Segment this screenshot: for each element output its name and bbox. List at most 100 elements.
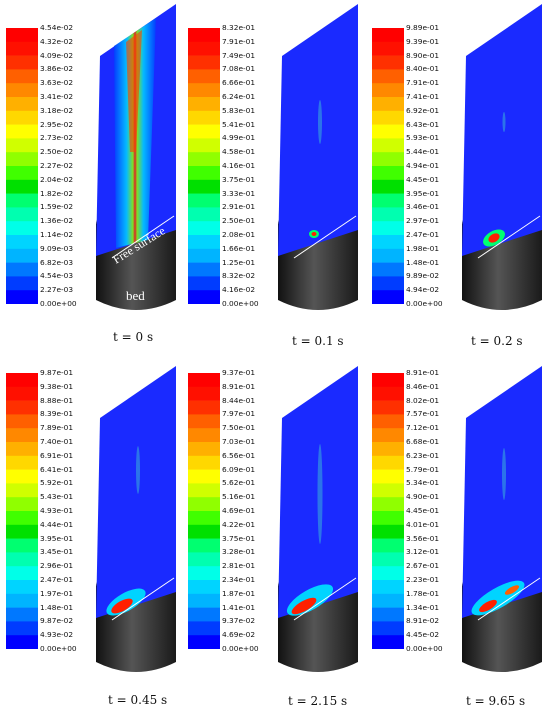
colorbar-tick-label: 4.32e-02	[40, 36, 74, 46]
colorbar-tick-label: 1.78e-01	[406, 588, 440, 598]
colorbar-tick-label: 3.63e-02	[40, 78, 74, 88]
colorbar-swatch	[188, 207, 220, 222]
colorbar-tick-label: 1.66e-01	[222, 243, 256, 253]
colorbar-swatch	[6, 83, 38, 98]
colorbar-swatch	[6, 110, 38, 125]
colorbar-tick-label: 8.91e-01	[222, 381, 256, 391]
colorbar-tick-label: 7.12e-01	[406, 423, 440, 433]
colorbar-tick-label: 2.27e-02	[40, 161, 74, 170]
colorbar-tick-label: 3.46e-01	[406, 202, 440, 212]
colorbar-tick-label: 2.96e-01	[40, 561, 74, 571]
colorbar-swatch	[6, 455, 38, 470]
colorbar-tick-label: 4.58e-01	[222, 147, 256, 157]
colorbar-swatch	[372, 552, 404, 567]
colorbar-labels: 8.32e-01 7.91e-01 7.49e-01 7.08e-01 6.66e-01…	[222, 24, 292, 310]
colorbar-swatch	[6, 373, 38, 388]
colorbar-tick-label: 1.97e-01	[40, 588, 74, 598]
colorbar-swatch	[372, 276, 404, 291]
colorbar-swatch	[6, 41, 38, 56]
colorbar-tick-label: 3.95e-01	[406, 188, 440, 198]
colorbar-tick-label: 7.03e-01	[222, 437, 256, 446]
colorbar-tick-label: 6.68e-01	[406, 437, 440, 446]
colorbar-swatch	[372, 152, 404, 167]
colorbar-tick-label: 6.09e-01	[222, 464, 256, 474]
colorbar-tick-label: 6.82e-03	[40, 257, 74, 267]
colorbar-tick-label: 8.44e-01	[222, 395, 256, 405]
colorbar-swatch	[372, 55, 404, 70]
colorbar-tick-label: 1.87e-01	[222, 588, 256, 598]
colorbar-swatch	[372, 386, 404, 401]
colorbar-labels: 9.89e-01 9.39e-01 8.90e-01 8.40e-01 7.91e-01…	[406, 24, 476, 310]
colorbar-tick-label: 2.81e-01	[222, 561, 256, 571]
colorbar-swatch	[188, 524, 220, 539]
colorbar-tick-label: 4.69e-02	[222, 630, 256, 640]
colorbar-swatch	[188, 124, 220, 139]
colorbar-tick-label: 0.00e+00	[222, 644, 259, 653]
colorbar-swatch	[6, 483, 38, 498]
colorbar-tick-label: 4.16e-01	[222, 161, 256, 170]
colorbar-swatch	[188, 110, 220, 125]
colorbar-tick-label: 9.89e-02	[406, 271, 440, 281]
time-label-4: t = 2.15 s	[288, 694, 348, 708]
colorbar-tick-label: 8.02e-01	[406, 395, 440, 405]
colorbar-labels: 9.87e-01 9.38e-01 8.88e-01 8.39e-01 7.89e-01…	[40, 369, 110, 655]
colorbar-tick-label: 1.25e-01	[222, 257, 256, 267]
colorbar-tick-label: 2.95e-02	[40, 119, 74, 129]
colorbar-tick-label: 7.08e-01	[222, 64, 256, 74]
colorbar-swatch	[188, 55, 220, 70]
colorbar-swatch	[188, 69, 220, 84]
colorbar-tick-label: 2.67e-01	[406, 561, 440, 571]
colorbar-swatch	[6, 400, 38, 415]
contour-panel-2: 9.89e-01 9.39e-01 8.90e-01 8.40e-01 7.91e-01…	[366, 0, 546, 340]
colorbar-tick-label: 4.01e-01	[406, 519, 440, 529]
colorbar-swatch	[188, 166, 220, 181]
colorbar-swatch	[188, 593, 220, 608]
colorbar	[188, 373, 220, 649]
colorbar-swatch	[372, 235, 404, 250]
colorbar-swatch	[6, 262, 38, 277]
colorbar-tick-label: 4.44e-01	[40, 519, 74, 529]
colorbar-swatch	[188, 193, 220, 208]
colorbar-tick-label: 7.41e-01	[406, 92, 440, 101]
colorbar-tick-label: 3.18e-02	[40, 105, 74, 115]
colorbar-swatch	[6, 193, 38, 208]
time-label-3: t = 0.45 s	[108, 693, 168, 707]
scene-5	[462, 366, 542, 672]
colorbar-swatch	[372, 524, 404, 539]
colorbar-swatch	[6, 635, 38, 649]
colorbar-swatch	[372, 428, 404, 443]
colorbar-labels: 9.37e-01 8.91e-01 8.44e-01 7.97e-01 7.50e-01…	[222, 369, 292, 655]
colorbar-tick-label: 2.50e-01	[222, 216, 256, 226]
colorbar-swatch	[188, 552, 220, 567]
colorbar-tick-label: 1.48e-01	[40, 602, 74, 612]
colorbar-tick-label: 2.47e-01	[406, 230, 440, 239]
colorbar-tick-label: 4.94e-01	[406, 161, 440, 170]
colorbar-tick-label: 1.59e-02	[40, 202, 74, 212]
colorbar-swatch	[6, 97, 38, 112]
colorbar-tick-label: 0.00e+00	[406, 299, 443, 308]
colorbar-tick-label: 2.34e-01	[222, 575, 256, 584]
colorbar-tick-label: 8.90e-01	[406, 50, 440, 60]
contour-panel-4: 9.37e-01 8.91e-01 8.44e-01 7.97e-01 7.50e-01…	[182, 345, 362, 685]
colorbar-tick-label: 2.73e-02	[40, 133, 74, 143]
colorbar-swatch	[372, 469, 404, 484]
colorbar-tick-label: 3.56e-01	[406, 533, 440, 543]
colorbar-swatch	[6, 69, 38, 84]
colorbar-tick-label: 5.92e-01	[40, 478, 74, 488]
colorbar-swatch	[6, 276, 38, 291]
colorbar-swatch	[188, 635, 220, 649]
colorbar-tick-label: 4.45e-02	[406, 630, 440, 640]
colorbar-tick-label: 3.45e-01	[40, 547, 74, 557]
colorbar-swatch	[372, 566, 404, 581]
colorbar-swatch	[6, 607, 38, 622]
colorbar-swatch	[188, 497, 220, 512]
colorbar-tick-label: 7.50e-01	[222, 423, 256, 433]
colorbar-tick-label: 2.08e-01	[222, 230, 256, 239]
colorbar-swatch	[188, 621, 220, 636]
colorbar-tick-label: 1.41e-01	[222, 602, 256, 612]
colorbar-tick-label: 3.86e-02	[40, 64, 74, 74]
colorbar-tick-label: 6.24e-01	[222, 92, 256, 101]
colorbar-tick-label: 8.32e-02	[222, 271, 256, 281]
colorbar-labels: 8.91e-01 8.46e-01 8.02e-01 7.57e-01 7.12e-01…	[406, 369, 476, 655]
colorbar-swatch	[188, 41, 220, 56]
